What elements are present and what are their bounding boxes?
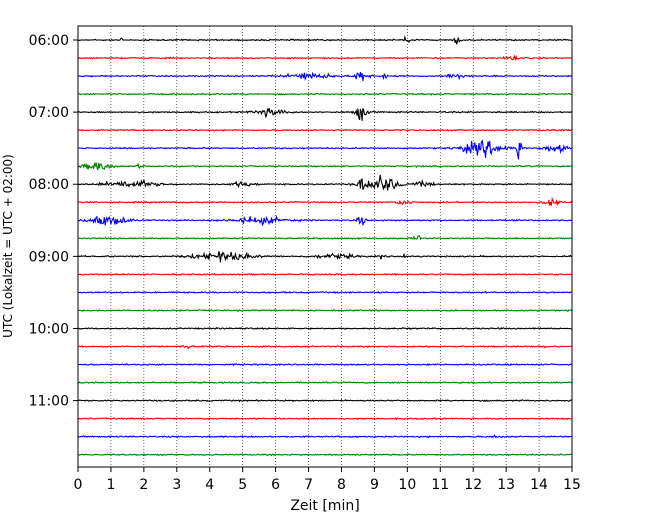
trace-0730	[77, 139, 573, 160]
trace-1115	[78, 417, 573, 421]
y-tick-label: 10:00	[29, 321, 69, 337]
trace-1045	[77, 381, 573, 385]
seismic-traces	[77, 35, 573, 457]
trace-0845	[77, 234, 573, 241]
trace-0600	[77, 35, 573, 45]
x-tick-label: 9	[370, 477, 379, 493]
x-tick-label: 13	[497, 477, 515, 493]
x-tick-label: 2	[139, 477, 148, 493]
trace-0700	[77, 107, 573, 121]
trace-1130	[77, 434, 573, 439]
plot-border	[77, 25, 573, 468]
trace-0930	[77, 290, 572, 294]
x-tick-label: 6	[271, 477, 280, 493]
x-tick-label: 5	[238, 477, 247, 493]
x-tick-label: 12	[464, 477, 482, 493]
x-tick-label: 10	[398, 477, 416, 493]
trace-0715	[77, 128, 573, 132]
x-tick-label: 8	[337, 477, 346, 493]
plot-area	[78, 26, 572, 467]
x-tick-label: 14	[530, 477, 548, 493]
trace-1145	[77, 453, 573, 457]
trace-0630	[77, 71, 573, 82]
y-tick-label: 08:00	[29, 177, 69, 193]
trace-0800	[77, 174, 573, 191]
y-axis-ticks: 06:00 07:00 08:00 09:00 10:00 11:00	[29, 33, 78, 410]
y-tick-label: 11:00	[29, 394, 69, 410]
y-axis-label: UTC (Lokalzeit = UTC + 02:00)	[1, 154, 15, 338]
x-tick-label: 11	[431, 477, 449, 493]
trace-0645	[77, 92, 572, 96]
x-tick-label: 3	[172, 477, 181, 493]
x-tick-label: 15	[563, 477, 581, 493]
x-axis-label: Zeit [min]	[290, 498, 359, 514]
trace-1100	[77, 399, 573, 403]
x-tick-label: 7	[304, 477, 313, 493]
x-tick-label: 1	[106, 477, 115, 493]
x-tick-label: 0	[74, 477, 83, 493]
y-tick-label: 09:00	[29, 249, 69, 265]
trace-0745	[77, 161, 572, 171]
trace-1000	[77, 326, 572, 331]
trace-0900	[77, 251, 573, 263]
x-axis-ticks: 0 1 2 3 4 5 6 7 8 9 10 11 12 13 14 15	[74, 467, 581, 493]
trace-0815	[77, 196, 573, 207]
trace-0615	[77, 54, 572, 62]
trace-0945	[77, 308, 573, 313]
trace-0915	[77, 272, 573, 276]
trace-1015	[77, 345, 573, 350]
trace-0830	[77, 214, 573, 227]
y-tick-label: 07:00	[29, 105, 69, 121]
y-tick-label: 06:00	[29, 33, 69, 49]
trace-1030	[77, 363, 573, 367]
x-tick-label: 4	[205, 477, 214, 493]
